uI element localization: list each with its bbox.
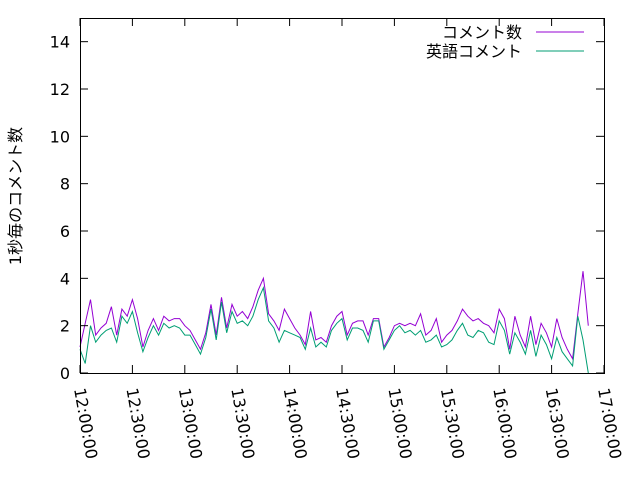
y-tick-label: 12 [50,80,70,99]
y-tick-label: 10 [50,127,70,146]
y-tick-label: 4 [60,269,70,288]
y-tick-label: 6 [60,222,70,241]
series-line-2 [79,286,589,374]
y-tick-label: 14 [50,33,70,52]
y-tick-label: 0 [60,364,70,383]
y-axis-label: 1秒毎のコメント数 [6,127,25,265]
legend-label: コメント数 [442,23,522,42]
y-tick-label: 2 [60,317,70,336]
plot-lines [79,271,589,374]
y-axis-ticks: 0 2 4 6 8 10 12 14 [50,33,604,383]
y-tick-label: 8 [60,175,70,194]
series-line-1 [79,271,589,361]
legend-label: 英語コメント [426,42,522,61]
